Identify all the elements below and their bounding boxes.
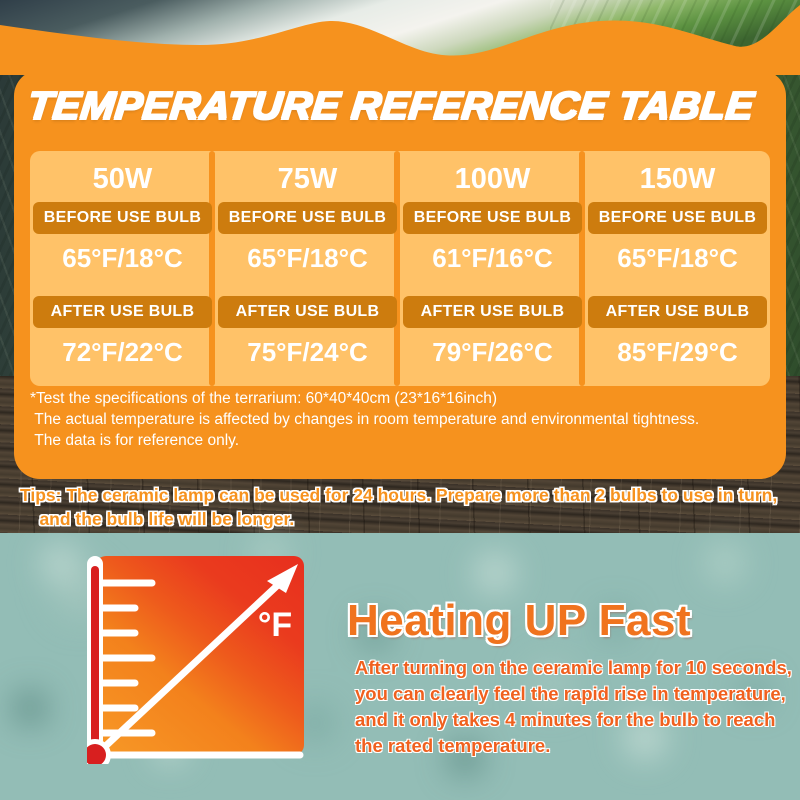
svg-text:°F: °F (258, 606, 292, 644)
